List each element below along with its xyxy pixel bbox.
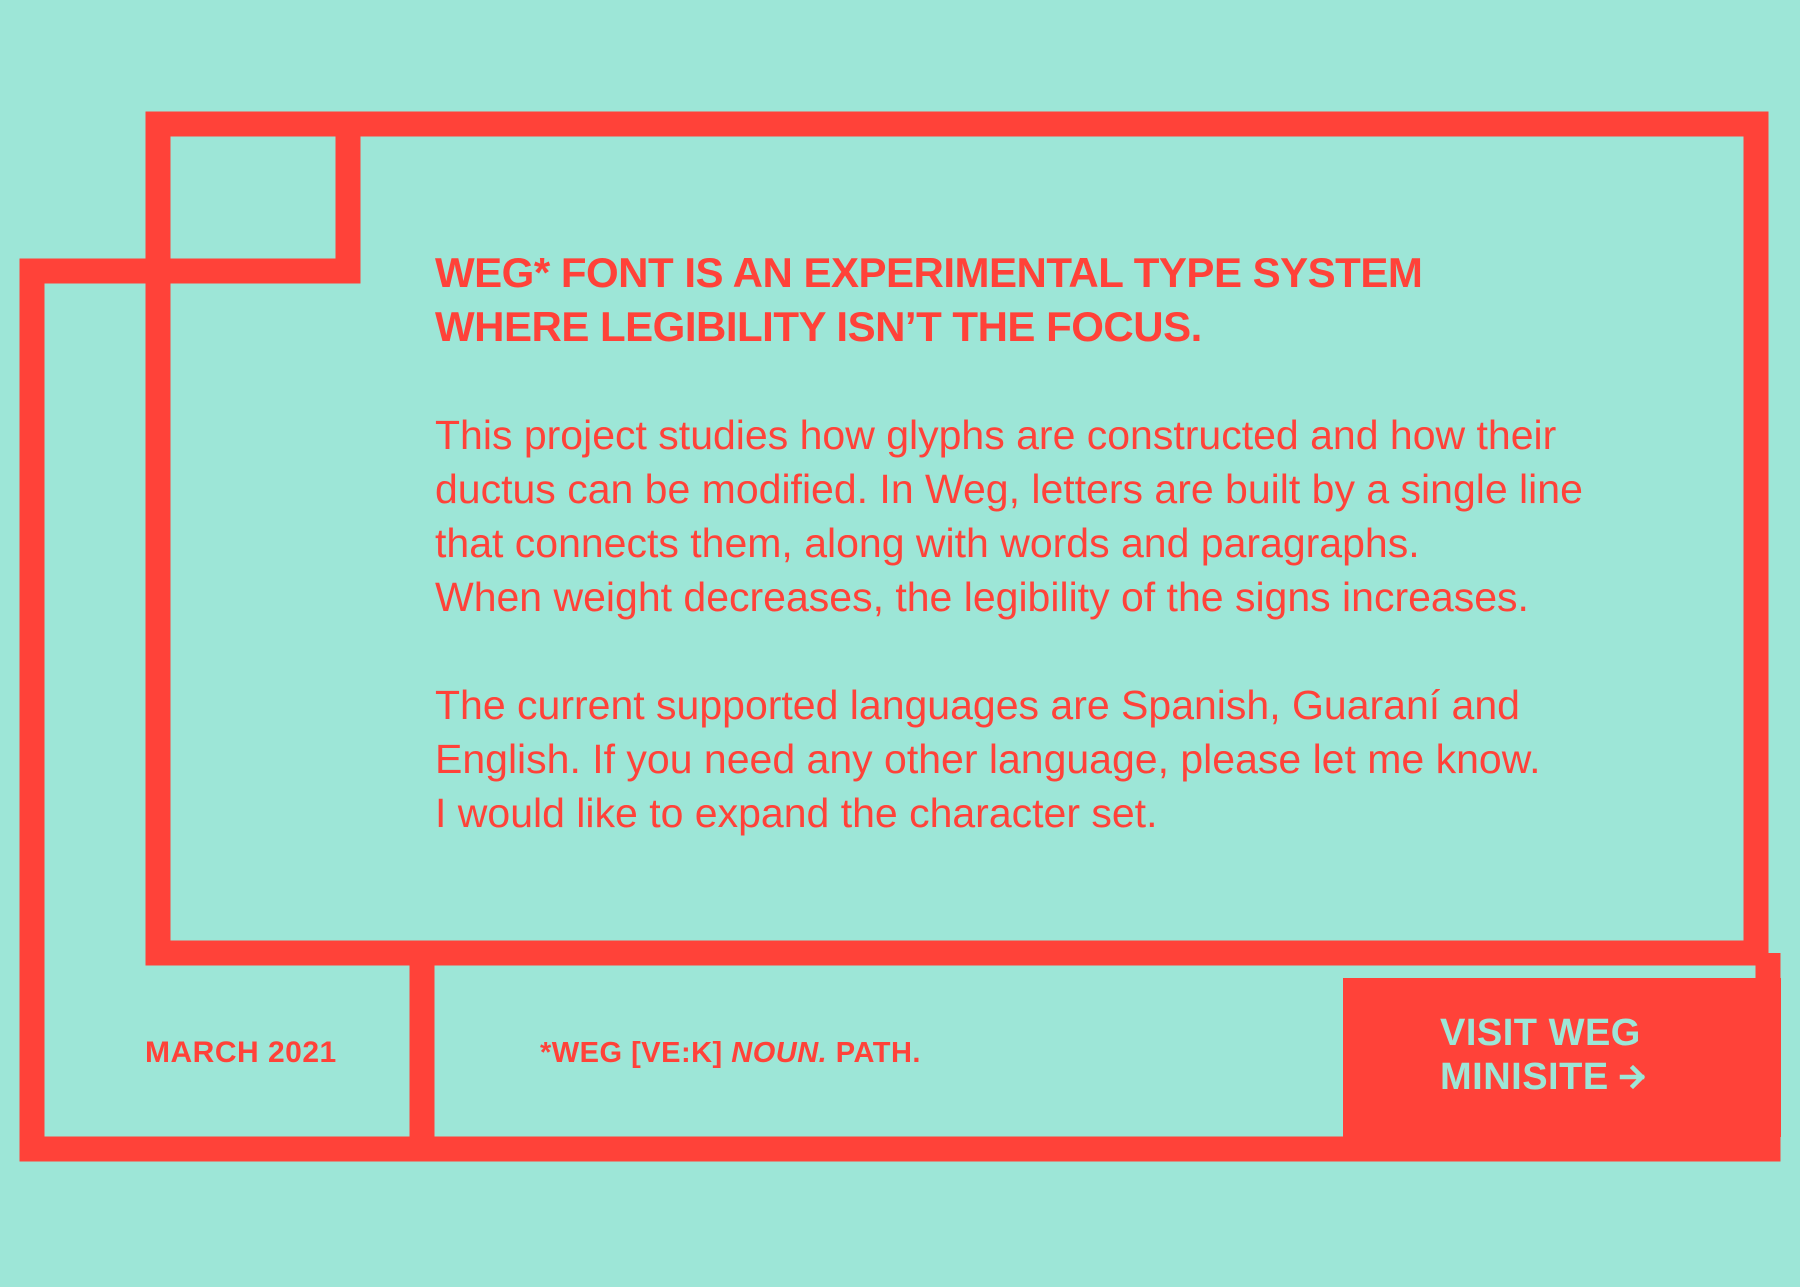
paragraph-line: This project studies how glyphs are cons… (435, 412, 1557, 458)
paragraph-line: When weight decreases, the legibility of… (435, 574, 1529, 620)
intro-content: WEG* FONT IS AN EXPERIMENTAL TYPE SYSTEM… (435, 246, 1705, 840)
paragraph-line: English. If you need any other language,… (435, 736, 1541, 782)
definition-part-of-speech: NOUN. (731, 1037, 828, 1069)
visit-minisite-button[interactable]: VISIT WEG MINISITE (1343, 978, 1781, 1137)
headline-line: WEG* FONT IS AN EXPERIMENTAL TYPE SYSTEM (435, 249, 1423, 296)
cta-background (1343, 978, 1781, 1137)
cta-label: VISIT WEG MINISITE (1440, 1011, 1647, 1101)
corner-box-rect (145, 111, 361, 284)
cta-label-text: MINISITE (1440, 1056, 1609, 1098)
arrow-right-icon (1619, 1057, 1647, 1101)
word-definition: *WEG [VE:K] NOUN. PATH. (540, 1031, 921, 1075)
definition-prefix: *WEG [VE:K] (540, 1037, 732, 1069)
paragraph-line: I would like to expand the character set… (435, 790, 1158, 836)
paragraph-line: that connects them, along with words and… (435, 520, 1420, 566)
paragraph-line: ductus can be modified. In Weg, letters … (435, 466, 1583, 512)
cta-label-line: VISIT WEG (1440, 1012, 1641, 1054)
cta-label-line: MINISITE (1440, 1055, 1647, 1101)
main-frame-rect (145, 111, 1769, 966)
paragraph-line: The current supported languages are Span… (435, 682, 1520, 728)
description-paragraph: This project studies how glyphs are cons… (435, 408, 1705, 624)
languages-paragraph: The current supported languages are Span… (435, 678, 1705, 840)
publication-date: MARCH 2021 (145, 1036, 337, 1069)
headline-line: WHERE LEGIBILITY ISN’T THE FOCUS. (435, 303, 1202, 350)
headline: WEG* FONT IS AN EXPERIMENTAL TYPE SYSTEM… (435, 246, 1705, 354)
definition-suffix: PATH. (827, 1037, 921, 1069)
